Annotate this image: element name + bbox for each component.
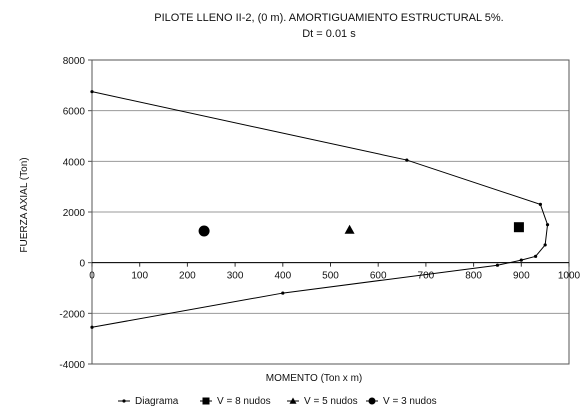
series-1 bbox=[90, 90, 550, 329]
series-layer bbox=[90, 90, 550, 329]
x-axis-ticks: 0 100 200 300 400 500 600 700 800 900 1000 bbox=[89, 262, 581, 282]
legend-item-2: V = 8 nudos bbox=[200, 396, 271, 407]
x-tick-label: 400 bbox=[274, 271, 291, 282]
x-tick-label: 800 bbox=[465, 271, 482, 282]
y-tick-label: 6000 bbox=[63, 107, 86, 118]
legend-item-3: V = 5 nudos bbox=[287, 396, 358, 407]
series-point bbox=[281, 291, 285, 295]
y-axis-ticks: -4000 -2000 0 2000 4000 6000 8000 bbox=[59, 56, 92, 371]
x-tick-label: 300 bbox=[227, 271, 244, 282]
chart-title: PILOTE LLENO II-2, (0 m). AMORTIGUAMIENT… bbox=[154, 12, 503, 24]
legend-label: V = 3 nudos bbox=[383, 396, 437, 407]
x-tick-label: 100 bbox=[131, 271, 148, 282]
y-tick-label: 8000 bbox=[63, 56, 86, 67]
series-line bbox=[91, 91, 549, 328]
series-point bbox=[545, 223, 550, 227]
legend-item-1: Diagrama bbox=[118, 396, 179, 407]
y-axis-label: FUERZA AXIAL (Ton) bbox=[19, 157, 30, 252]
x-axis-label: MOMENTO (Ton x m) bbox=[266, 373, 362, 384]
x-tick-label: 1000 bbox=[558, 271, 581, 282]
series-point bbox=[198, 225, 210, 237]
series-point bbox=[344, 224, 355, 234]
x-tick-label: 900 bbox=[513, 271, 530, 282]
y-tick-label: -2000 bbox=[59, 309, 85, 320]
x-tick-label: 700 bbox=[418, 271, 435, 282]
legend: Diagrama V = 8 nudos V = 5 nudos V = 3 nudo… bbox=[118, 396, 437, 407]
series-4 bbox=[198, 225, 210, 237]
series-2 bbox=[513, 222, 524, 233]
chart-subtitle: Dt = 0.01 s bbox=[302, 28, 356, 40]
series-point bbox=[543, 243, 547, 247]
series-point bbox=[513, 222, 524, 233]
series-point bbox=[90, 325, 94, 329]
series-point bbox=[495, 263, 500, 267]
series-point bbox=[538, 202, 542, 206]
legend-swatch-marker bbox=[368, 397, 376, 405]
y-tick-label: -4000 bbox=[59, 360, 85, 371]
gridlines bbox=[92, 59, 569, 365]
legend-label: Diagrama bbox=[135, 396, 179, 407]
x-tick-label: 0 bbox=[89, 271, 95, 282]
x-tick-label: 200 bbox=[179, 271, 196, 282]
y-tick-label: 0 bbox=[79, 259, 85, 270]
series-point bbox=[534, 254, 538, 258]
legend-item-4: V = 3 nudos bbox=[366, 396, 437, 407]
legend-label: V = 5 nudos bbox=[304, 396, 358, 407]
y-tick-label: 2000 bbox=[63, 208, 86, 219]
series-point bbox=[519, 258, 523, 262]
legend-label: V = 8 nudos bbox=[217, 396, 271, 407]
series-3 bbox=[344, 224, 355, 234]
legend-swatch-marker bbox=[289, 397, 297, 404]
series-point bbox=[90, 90, 94, 94]
x-tick-label: 500 bbox=[322, 271, 339, 282]
x-tick-label: 600 bbox=[370, 271, 387, 282]
series-point bbox=[405, 158, 409, 162]
legend-swatch-marker bbox=[202, 397, 210, 405]
legend-swatch-marker bbox=[122, 399, 126, 403]
y-tick-label: 4000 bbox=[63, 157, 86, 168]
